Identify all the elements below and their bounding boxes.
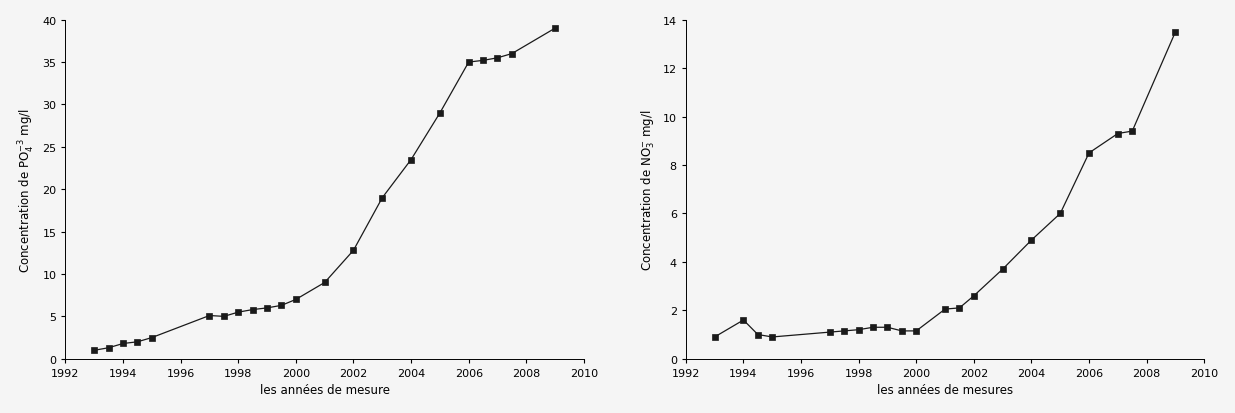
Y-axis label: Concentration de NO$_3^{-}$ mg/l: Concentration de NO$_3^{-}$ mg/l [640, 109, 657, 271]
Y-axis label: Concentration de PO$_4^{-3}$ mg/l: Concentration de PO$_4^{-3}$ mg/l [16, 107, 37, 272]
X-axis label: les années de mesure: les années de mesure [259, 383, 390, 396]
X-axis label: les années de mesures: les années de mesures [877, 383, 1013, 396]
